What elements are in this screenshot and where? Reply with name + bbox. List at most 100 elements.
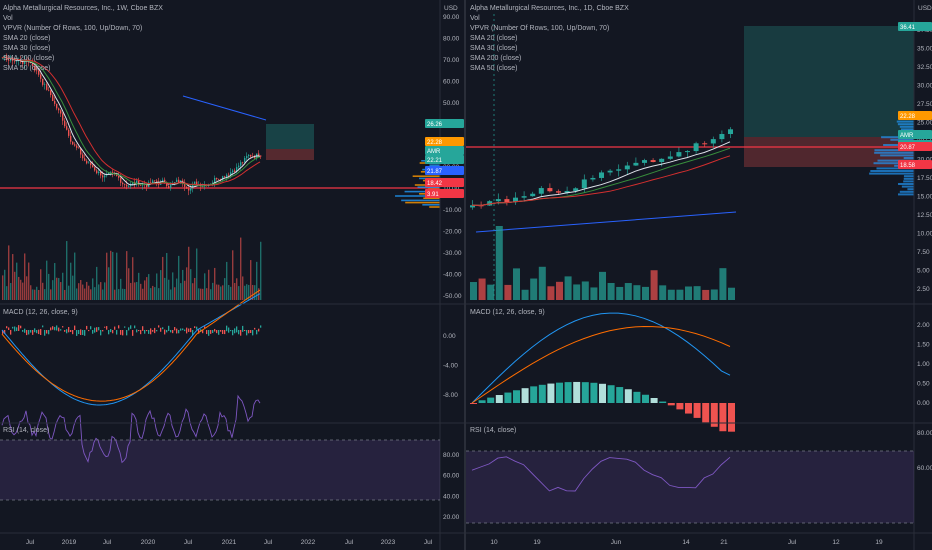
volume-bar [156, 273, 158, 300]
volume-bar [198, 288, 200, 300]
daily-rsi-label[interactable]: RSI (14, close) [470, 427, 517, 434]
candle-body [82, 154, 84, 159]
time-label: Jul [264, 539, 273, 546]
macd-histogram-bar [74, 325, 76, 331]
macd-histogram-bar [188, 328, 190, 332]
macd-histogram-bar [90, 326, 92, 330]
macd-histogram-bar [98, 327, 100, 331]
price-tag [898, 22, 932, 31]
price-tag-label: 22.28 [427, 140, 443, 146]
volume-bar [18, 276, 20, 300]
pane-divider[interactable] [464, 0, 466, 550]
legend-sma30[interactable]: SMA 30 (close) [3, 45, 51, 52]
macd-histogram-bar [24, 328, 26, 333]
macd-histogram-bar [10, 330, 12, 335]
macd-histogram-bar [168, 325, 170, 331]
daily-macd-label[interactable]: MACD (12, 26, close, 9) [470, 309, 545, 316]
legend-sma200[interactable]: SMA 200 (close) [3, 55, 55, 62]
macd-histogram-bar [220, 330, 222, 332]
price-tick-label: -50.00 [443, 293, 462, 300]
volume-bar [166, 253, 168, 300]
price-tick-label: -20.00 [443, 229, 462, 236]
daily-symbol-title[interactable]: Alpha Metallurgical Resources, Inc., 1D,… [470, 5, 629, 12]
volume-bar [254, 285, 256, 300]
candle-body [164, 179, 166, 183]
volume-bar [70, 262, 72, 300]
legend-vol[interactable]: Vol [470, 15, 480, 22]
macd-histogram-bar [2, 330, 4, 334]
weekly-symbol-title[interactable]: Alpha Metallurgical Resources, Inc., 1W,… [3, 5, 163, 12]
macd-histogram-bar [218, 330, 220, 335]
candle-body [136, 180, 138, 185]
volume-bar [573, 284, 581, 300]
signal-line [1, 289, 261, 402]
axis-unit-label: USD [444, 5, 458, 12]
weekly-chart-canvas[interactable]: USD90.0080.0070.0060.0050.0040.0030.0020… [0, 0, 464, 550]
volume-bar [54, 263, 56, 300]
candle-body [58, 108, 60, 111]
volume-bar [126, 251, 128, 300]
weekly-rsi-label[interactable]: RSI (14, close) [3, 427, 50, 434]
macd-histogram-bar [693, 403, 701, 418]
macd-histogram-bar [96, 327, 98, 332]
volume-bar [232, 250, 234, 300]
macd-histogram-bar [504, 392, 512, 403]
volume-profile-bar [890, 138, 914, 141]
volume-bar [230, 286, 232, 300]
candle-body [86, 160, 88, 164]
macd-histogram-bar [76, 330, 78, 336]
volume-bar [86, 281, 88, 300]
volume-profile-bar [897, 123, 914, 126]
volume-profile-bar [429, 164, 440, 166]
macd-histogram-bar [112, 330, 114, 334]
volume-bar [4, 269, 6, 300]
legend-sma20[interactable]: SMA 20 (close) [3, 35, 51, 42]
volume-bar [168, 279, 170, 300]
weekly-macd-label[interactable]: MACD (12, 26, close, 9) [3, 309, 78, 316]
volume-bar [164, 277, 166, 300]
legend-sma200[interactable]: SMA 200 (close) [470, 55, 522, 62]
macd-histogram-bar [94, 327, 96, 333]
volume-bar [246, 284, 248, 300]
legend-sma50[interactable]: SMA 50 (close) [3, 65, 51, 72]
price-tag-label: 21.87 [427, 169, 443, 175]
legend-vol[interactable]: Vol [3, 15, 13, 22]
candle-body [48, 89, 50, 91]
legend-sma20[interactable]: SMA 20 (close) [470, 35, 518, 42]
candle-body [92, 165, 94, 168]
candle-body [230, 172, 232, 176]
price-tick-label: 5.00 [917, 268, 930, 275]
daily-chart-canvas[interactable]: USD37.5035.0032.5030.0027.5025.0022.5020… [466, 0, 932, 550]
candle-body [32, 62, 34, 66]
candle-body [96, 170, 98, 174]
volume-bar [130, 282, 132, 300]
candle-body [607, 170, 613, 173]
time-label: 19 [875, 539, 883, 546]
legend-vpvr[interactable]: VPVR (Number Of Rows, 100, Up/Down, 70) [470, 25, 610, 32]
candle-body [138, 180, 140, 185]
macd-histogram-bar [16, 327, 18, 332]
time-label: 19 [533, 539, 541, 546]
daily-chart-pane[interactable]: USD37.5035.0032.5030.0027.5025.0022.5020… [466, 0, 932, 550]
volume-bar [134, 282, 136, 300]
candle-body [642, 160, 647, 163]
candle-body [581, 179, 587, 189]
volume-bar [60, 282, 62, 300]
rsi-band [466, 451, 914, 523]
macd-histogram-bar [633, 391, 641, 403]
volume-profile-bar [907, 188, 914, 191]
volume-bar [98, 284, 100, 300]
legend-vpvr[interactable]: VPVR (Number Of Rows, 100, Up/Down, 70) [3, 25, 143, 32]
sma30-line [1, 56, 261, 187]
volume-bar [220, 286, 222, 300]
weekly-chart-pane[interactable]: USD90.0080.0070.0060.0050.0040.0030.0020… [0, 0, 464, 550]
candle-body [36, 70, 38, 72]
price-tick-label: 27.50 [917, 101, 932, 108]
candle-body [90, 162, 92, 166]
macd-histogram-bar [176, 328, 178, 334]
macd-histogram-bar [22, 330, 24, 332]
axis-unit-label: USD [918, 5, 932, 12]
volume-bar [30, 285, 32, 300]
legend-sma50[interactable]: SMA 50 (close) [470, 65, 518, 72]
legend-sma30[interactable]: SMA 30 (close) [470, 45, 518, 52]
